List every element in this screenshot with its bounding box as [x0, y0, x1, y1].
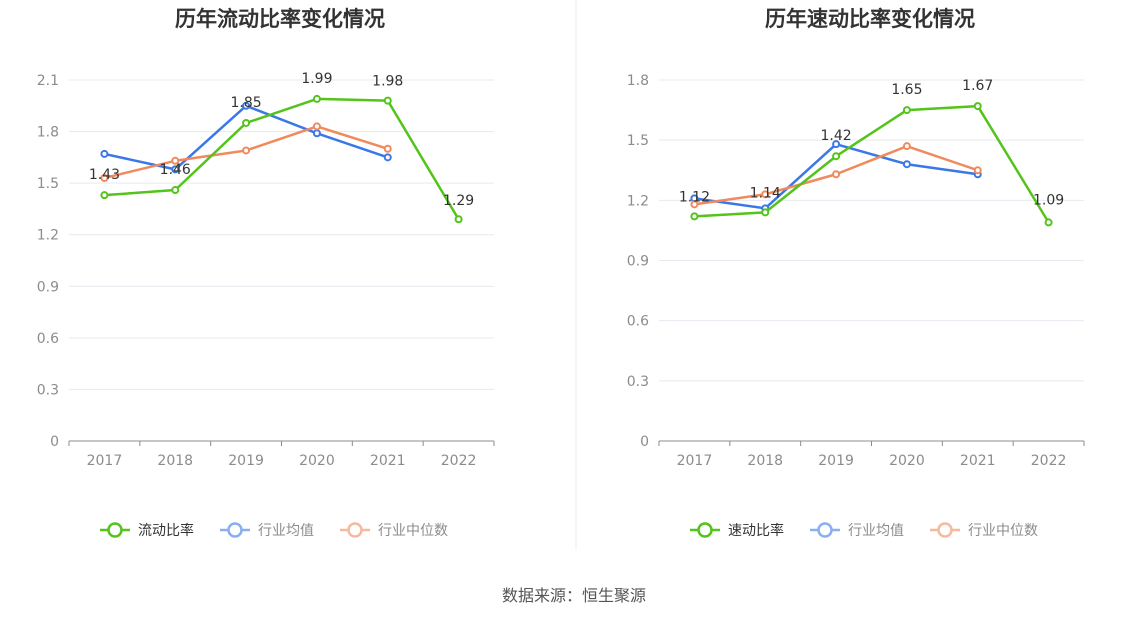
y-tick-label: 0.9 [37, 279, 59, 295]
legend-marker-circle [697, 522, 713, 538]
data-point [100, 173, 109, 182]
data-label: 1.65 [891, 82, 922, 98]
x-tick-label: 2021 [370, 453, 406, 469]
series-line [104, 97, 460, 220]
data-label: 1.14 [750, 185, 781, 201]
data-label: 1.42 [820, 128, 851, 144]
data-point [902, 106, 911, 115]
data-label: 1.98 [372, 74, 403, 90]
legend-marker-circle [227, 522, 243, 538]
x-tick-label: 2020 [299, 453, 335, 469]
data-point [690, 212, 699, 221]
data-point [171, 165, 180, 174]
x-tick-label: 2022 [441, 453, 477, 469]
data-point [383, 144, 392, 153]
legend-label: 行业均值 [848, 523, 904, 539]
data-label: 1.46 [160, 162, 191, 178]
data-point [761, 208, 770, 217]
data-label: 1.12 [679, 189, 710, 205]
legend-marker-circle [107, 522, 123, 538]
y-tick-label: 0 [640, 434, 649, 450]
y-tick-label: 1.5 [37, 176, 59, 192]
data-label: 1.67 [962, 78, 993, 94]
legend-label: 速动比率 [728, 522, 784, 539]
data-point [761, 190, 770, 199]
x-tick-label: 2021 [960, 453, 996, 469]
legend-label: 行业中位数 [378, 523, 448, 539]
data-label: 1.85 [230, 95, 261, 111]
y-tick-label: 1.5 [627, 133, 649, 149]
legend-marker-circle [817, 522, 833, 538]
data-label: 1.43 [89, 167, 120, 183]
y-tick-label: 0 [50, 434, 59, 450]
data-point [242, 101, 251, 110]
data-point [171, 186, 180, 195]
data-point [832, 152, 841, 161]
series-line [694, 104, 1050, 224]
legend-label: 行业均值 [258, 523, 314, 539]
data-point [690, 200, 699, 209]
data-point [312, 122, 321, 131]
data-point [973, 166, 982, 175]
x-tick-label: 2019 [228, 453, 264, 469]
y-tick-label: 0.6 [37, 331, 59, 347]
data-label: 1.09 [1033, 192, 1064, 208]
y-tick-label: 1.2 [627, 193, 649, 209]
x-tick-label: 2020 [889, 453, 925, 469]
y-tick-label: 0.3 [37, 382, 59, 398]
y-tick-label: 1.8 [627, 73, 649, 89]
data-point [312, 129, 321, 138]
x-tick-label: 2017 [87, 453, 123, 469]
legend-marker-circle [937, 522, 953, 538]
y-tick-label: 1.2 [37, 228, 59, 244]
data-label: 1.29 [443, 193, 474, 209]
current-ratio-chart: 历年流动比率变化情况 0 0.3 0.6 0.9 1.2 1.5 1.8 2.1 2017 2018… [37, 7, 495, 539]
chart-title: 历年流动比率变化情况 [175, 7, 385, 31]
y-tick-label: 0.9 [627, 254, 649, 270]
x-tick-label: 2018 [747, 453, 783, 469]
x-tick-label: 2017 [677, 453, 713, 469]
data-point [973, 102, 982, 111]
data-point [454, 215, 463, 224]
data-point [383, 96, 392, 105]
quick-ratio-chart: 历年速动比率变化情况 0 0.3 0.6 0.9 1.2 1.5 1.8 2017 2018 201… [627, 7, 1085, 539]
data-point [832, 140, 841, 149]
data-point [100, 149, 109, 158]
legend-label: 流动比率 [138, 522, 194, 539]
data-point [242, 118, 251, 127]
y-tick-label: 2.1 [37, 73, 59, 89]
x-tick-label: 2018 [157, 453, 193, 469]
data-source-note: 数据来源：恒生聚源 [501, 586, 646, 605]
data-point [171, 156, 180, 165]
legend-label: 行业中位数 [968, 523, 1038, 539]
chart-title: 历年速动比率变化情况 [765, 7, 975, 31]
data-point [383, 153, 392, 162]
x-tick-label: 2022 [1031, 453, 1067, 469]
series-line [104, 104, 389, 171]
y-tick-label: 0.6 [627, 314, 649, 330]
y-tick-label: 0.3 [627, 374, 649, 390]
x-tick-label: 2019 [818, 453, 854, 469]
y-tick-label: 1.8 [37, 125, 59, 141]
data-point [100, 191, 109, 200]
data-label: 1.99 [301, 71, 332, 87]
data-point [1044, 218, 1053, 227]
data-point [902, 142, 911, 151]
data-point [832, 170, 841, 179]
data-point [902, 160, 911, 169]
data-point [312, 94, 321, 103]
data-point [242, 146, 251, 155]
legend-marker-circle [347, 522, 363, 538]
